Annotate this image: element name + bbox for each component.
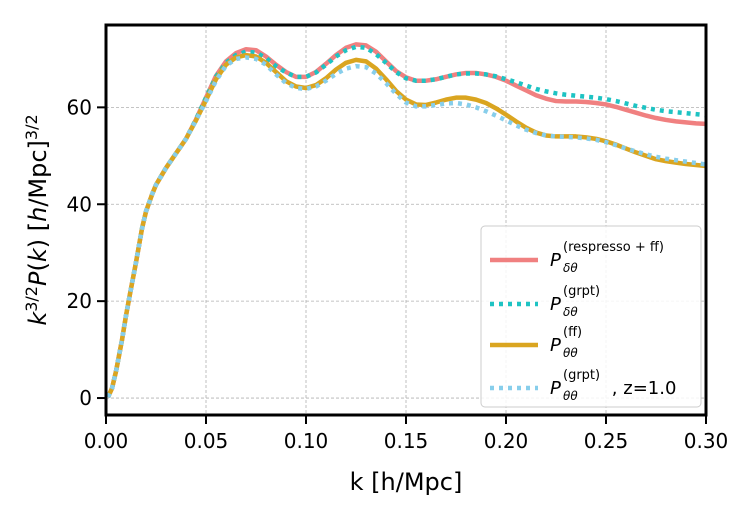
axis-ticks: 0.00 0.05 0.10 0.15 0.20 0.25 0.30 0 20 40 60 — [67, 95, 729, 453]
y-tick-label: 40 — [67, 192, 92, 216]
x-tick-label: 0.30 — [684, 429, 729, 453]
y-axis-label: k3/2P(k) [h/Mpc]3/2 — [22, 114, 52, 325]
x-tick-label: 0.25 — [584, 429, 629, 453]
x-tick-label: 0.15 — [384, 429, 429, 453]
series-line-4 — [106, 55, 706, 399]
x-axis-label: k [h/Mpc] — [350, 468, 463, 496]
y-tick-label: 0 — [79, 386, 92, 410]
x-tick-label: 0.05 — [184, 429, 229, 453]
legend-box — [480, 225, 702, 408]
plot-series — [106, 42, 706, 399]
y-tick-label: 60 — [67, 95, 92, 119]
x-tick-label: 0.20 — [484, 429, 529, 453]
x-tick-label: 0.00 — [84, 429, 129, 453]
x-tick-label: 0.10 — [284, 429, 329, 453]
y-tick-label: 20 — [67, 289, 92, 313]
